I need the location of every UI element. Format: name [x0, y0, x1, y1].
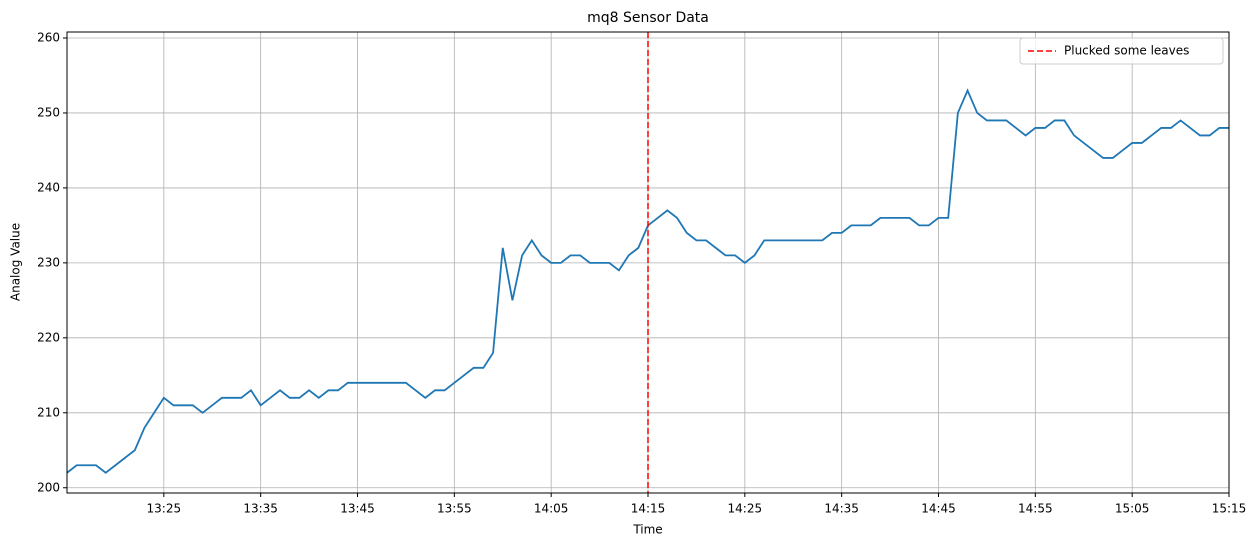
x-axis-label: Time	[632, 523, 662, 537]
y-tick-label: 250	[37, 105, 60, 119]
y-tick-label: 200	[37, 480, 60, 494]
y-axis-label: Analog Value	[9, 223, 23, 301]
x-tick-label: 13:35	[243, 502, 278, 516]
legend-box	[1019, 37, 1224, 65]
legend-label: Plucked some leaves	[1064, 44, 1189, 58]
chart-title: mq8 Sensor Data	[587, 10, 709, 26]
x-tick-label: 14:05	[534, 502, 569, 516]
y-tick-label: 210	[37, 405, 60, 419]
x-tick-label: 13:55	[437, 502, 472, 516]
x-tick-label: 15:15	[1212, 502, 1247, 516]
x-tick-label: 13:25	[147, 502, 182, 516]
x-tick-label: 15:05	[1115, 502, 1150, 516]
y-tick-label: 220	[37, 330, 60, 344]
x-tick-label: 14:55	[1018, 502, 1053, 516]
x-tick-label: 14:15	[631, 502, 666, 516]
y-tick-label: 230	[37, 255, 60, 269]
x-tick-label: 14:45	[921, 502, 956, 516]
x-tick-label: 14:35	[824, 502, 859, 516]
x-tick-label: 13:45	[340, 502, 375, 516]
y-tick-label: 260	[37, 30, 60, 44]
y-tick-label: 240	[37, 180, 60, 194]
plot-frame	[66, 31, 1230, 494]
x-tick-label: 14:25	[728, 502, 763, 516]
